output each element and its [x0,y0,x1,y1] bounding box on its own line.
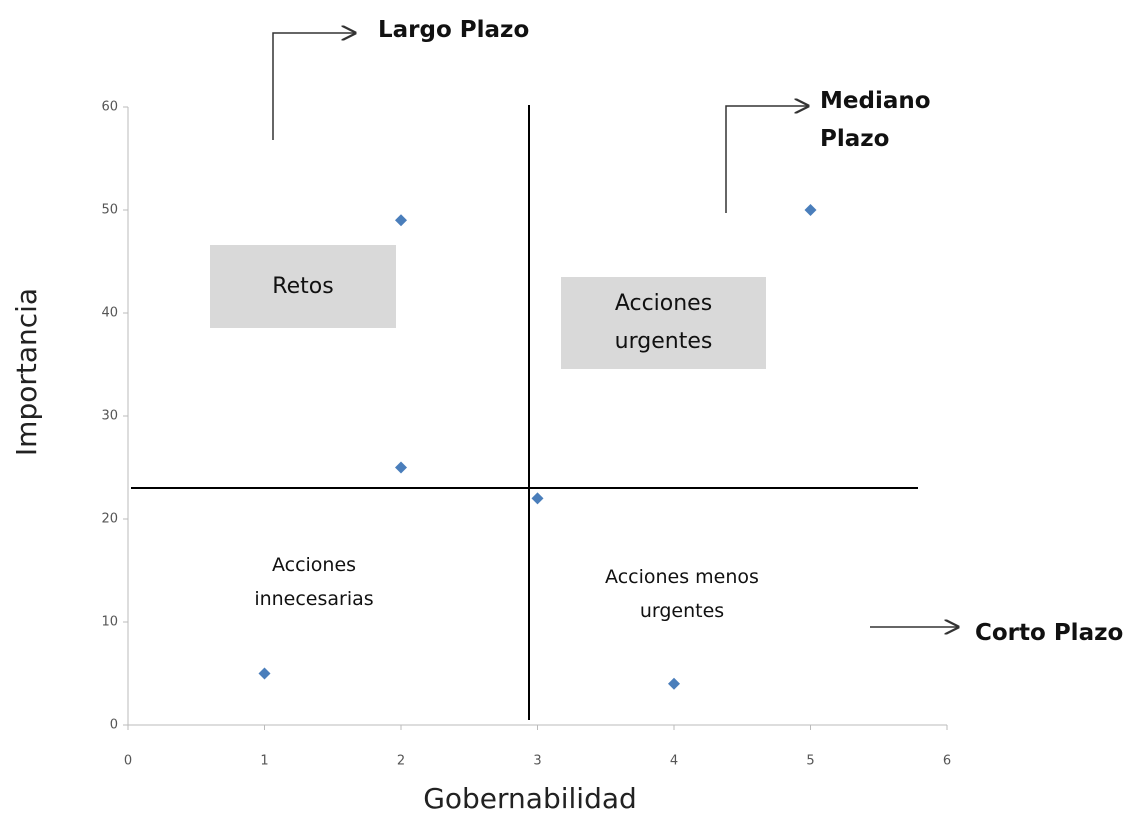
x-tick-label: 1 [260,754,268,769]
quadrant-box: Acciones urgentes [561,277,766,369]
quadrant-label: Retos [272,273,334,299]
x-tick-label: 0 [124,754,132,769]
point [531,492,544,505]
x-tick-label: 5 [806,754,814,769]
point [258,667,271,680]
x-tick-label: 6 [943,754,951,769]
y-tick-label: 10 [101,615,118,630]
point [804,204,817,216]
x-axis-title: Gobernabilidad [423,782,637,815]
y-axis-title: Importancia [10,288,43,456]
quadrant-label: Acciones urgentes [614,291,713,354]
point [395,461,407,474]
quadrant-label: Acciones innecesarias [254,554,374,610]
y-tick-label: 20 [101,512,118,527]
arrow [725,106,808,213]
x-tick-label: 4 [670,754,678,769]
arrow [272,33,355,140]
y-tick-label: 40 [101,306,118,321]
x-tick-label: 3 [533,754,541,769]
annotation: Mediano Plazo [820,88,931,152]
y-tick-label: 30 [101,409,118,424]
annotation: Corto Plazo [975,620,1124,646]
y-tick-label: 60 [101,100,118,115]
y-tick-label: 0 [110,718,118,733]
point [395,214,407,227]
point [668,677,680,690]
quadrant-label: Acciones menos urgentes [605,566,759,622]
y-tick-label: 50 [101,203,118,218]
annotation: Largo Plazo [378,17,530,43]
x-tick-label: 2 [397,754,405,769]
quadrant-box: Retos [210,245,396,328]
